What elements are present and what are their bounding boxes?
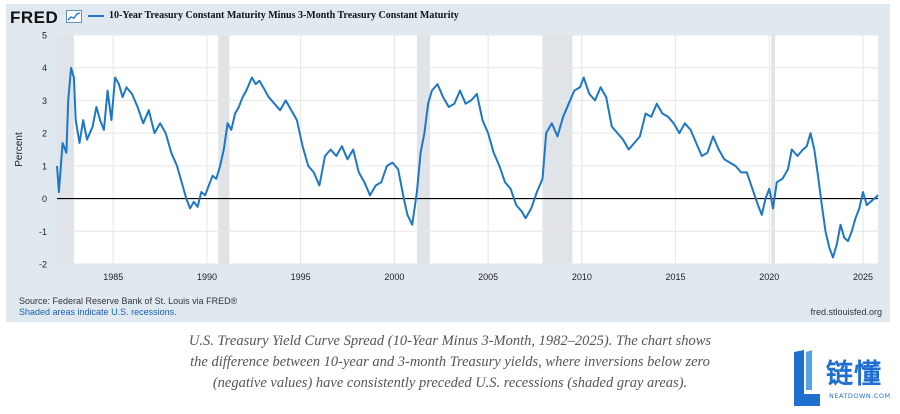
series-line <box>56 66 879 259</box>
x-tick-label: 2020 <box>759 272 779 282</box>
x-tick-label: 2000 <box>384 272 404 282</box>
watermark-chinese-text: 链懂 <box>826 359 882 390</box>
recession-note: Shaded areas indicate U.S. recessions. <box>19 307 177 317</box>
x-tick-label: 2015 <box>666 272 686 282</box>
recession-band <box>771 35 775 264</box>
x-tick-label: 1990 <box>197 272 217 282</box>
chart-legend: 10-Year Treasury Constant Maturity Minus… <box>88 10 459 21</box>
source-note: Source: Federal Reserve Bank of St. Loui… <box>19 296 238 306</box>
recession-band <box>542 35 573 264</box>
watermark-english-text: NEATDOWN.COM <box>829 392 891 400</box>
neatdown-watermark: 链懂 NEATDOWN.COM <box>792 350 892 406</box>
watermark-logo-icon <box>794 350 820 406</box>
y-tick-label: 1 <box>42 161 47 171</box>
x-tick-label: 2010 <box>572 272 592 282</box>
y-tick-label: 4 <box>42 63 47 73</box>
x-tick-label: 2025 <box>853 272 873 282</box>
x-tick-label: 1995 <box>291 272 311 282</box>
caption-line-2: the difference between 10-year and 3-mon… <box>190 354 710 370</box>
plot-area <box>57 35 878 264</box>
y-tick-label: -1 <box>39 227 47 237</box>
x-tick-label: 1985 <box>103 272 123 282</box>
y-axis-label: Percent <box>14 132 25 167</box>
fred-logo: FRED <box>10 8 59 27</box>
y-tick-label: 3 <box>42 96 47 106</box>
fred-logo-graph-icon <box>66 10 82 23</box>
legend-label: 10-Year Treasury Constant Maturity Minus… <box>109 10 459 21</box>
fred-url: fred.stlouisfed.org <box>810 307 882 317</box>
y-tick-label: 5 <box>42 31 47 41</box>
recession-band <box>416 35 431 264</box>
caption-line-1: U.S. Treasury Yield Curve Spread (10-Yea… <box>188 333 712 349</box>
figure-caption: U.S. Treasury Yield Curve Spread (10-Yea… <box>110 331 790 394</box>
legend-swatch <box>88 14 104 17</box>
y-tick-label: 0 <box>42 194 47 204</box>
x-tick-label: 2005 <box>478 272 498 282</box>
caption-line-3: (negative values) have consistently prec… <box>212 375 688 391</box>
y-tick-label: 2 <box>42 129 47 139</box>
y-tick-label: -2 <box>39 260 47 270</box>
yield-curve-chart: -2 -1 0 1 2 3 4 5 1985 1990 1995 2000 2005 2010 2015 20… <box>14 31 879 282</box>
